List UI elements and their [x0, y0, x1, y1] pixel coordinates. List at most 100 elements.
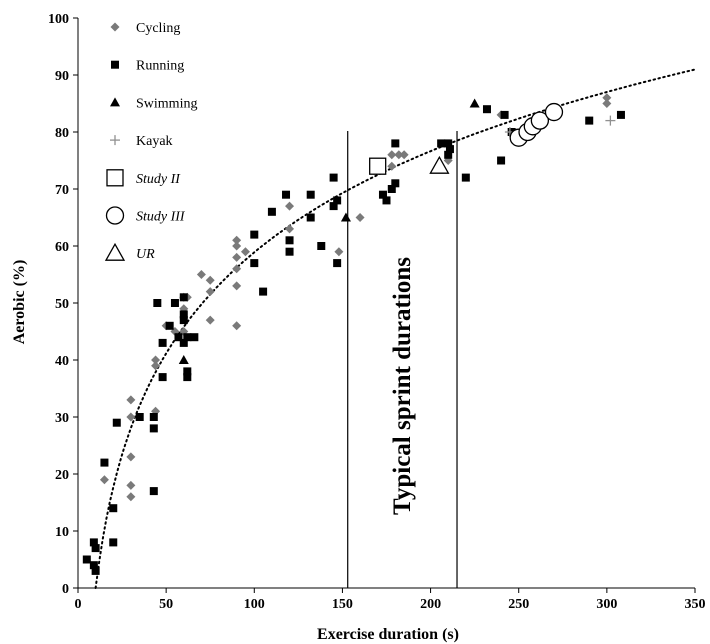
x-tick-label: 200 — [420, 597, 441, 612]
running-point — [616, 110, 625, 119]
running-point — [391, 179, 400, 188]
cycling-point — [394, 150, 404, 160]
y-tick-label: 60 — [55, 240, 69, 255]
swimming-point — [178, 355, 189, 364]
running-point — [497, 156, 506, 165]
cycling-point — [151, 355, 161, 365]
y-tick-label: 20 — [55, 468, 69, 483]
running-point — [165, 321, 174, 330]
running-point — [285, 236, 294, 245]
running-point — [183, 373, 192, 382]
running-point — [444, 150, 453, 159]
cycling-point — [285, 201, 295, 211]
legend-label-kayak: Kayak — [136, 134, 173, 149]
running-point — [482, 105, 491, 114]
x-tick-label: 0 — [75, 597, 82, 612]
running-point — [89, 538, 98, 547]
running-point — [333, 196, 342, 205]
running-point — [112, 418, 121, 427]
cycling-point — [126, 480, 136, 490]
running-point — [89, 561, 98, 570]
running-point — [109, 538, 118, 547]
running-point — [109, 504, 118, 513]
cycling-point — [126, 452, 136, 462]
legend: Cycling Running Swimming Kayak Study II Study… — [104, 21, 197, 262]
cycling-point — [387, 150, 397, 160]
cycling-point — [232, 252, 242, 262]
legend-marker-running — [111, 60, 119, 69]
cycling-point — [205, 275, 215, 285]
cycling-point — [126, 412, 136, 422]
x-tick-label: 300 — [596, 597, 617, 612]
running-point — [183, 367, 192, 376]
legend-marker-study-ii — [106, 169, 124, 187]
cycling-point — [602, 93, 612, 103]
legend-marker-swimming — [110, 97, 120, 107]
running-point — [285, 247, 294, 256]
running-point — [444, 139, 453, 148]
running-point — [333, 259, 342, 268]
running-point — [282, 190, 291, 199]
running-point — [179, 293, 188, 302]
cycling-point — [205, 287, 215, 297]
cycling-point — [232, 281, 242, 291]
x-axis-label: Exercise duration (s) — [317, 626, 459, 643]
x-tick-label: 150 — [332, 597, 353, 612]
study-iii-point — [530, 111, 550, 130]
kayak-point — [605, 115, 616, 126]
running-point — [329, 173, 338, 182]
running-point — [329, 202, 338, 211]
y-tick-label: 90 — [55, 69, 69, 84]
running-point — [500, 110, 509, 119]
data-points — [82, 93, 625, 575]
running-point — [585, 116, 594, 125]
running-point — [183, 333, 192, 342]
legend-label-study-iii: Study III — [136, 210, 186, 225]
running-point — [461, 173, 470, 182]
running-point — [158, 373, 167, 382]
running-point — [179, 310, 188, 319]
running-point — [149, 487, 158, 496]
y-tick-label: 70 — [55, 183, 69, 198]
cycling-point — [151, 361, 161, 371]
running-point — [149, 424, 158, 433]
cycling-point — [196, 270, 206, 279]
y-tick-label: 10 — [55, 525, 69, 540]
y-tick-label: 50 — [55, 297, 69, 312]
cycling-point — [205, 315, 215, 325]
x-tick-label: 50 — [159, 597, 173, 612]
legend-label-swimming: Swimming — [136, 96, 197, 111]
running-point — [179, 338, 188, 347]
sprint-annotation: Typical sprint durations — [389, 257, 416, 515]
legend-marker-ur — [104, 242, 126, 261]
running-point — [250, 230, 259, 239]
cycling-point — [240, 247, 250, 257]
running-point — [174, 333, 183, 342]
y-tick-label: 40 — [55, 354, 69, 369]
legend-label-cycling: Cycling — [136, 21, 180, 36]
cycling-point — [334, 247, 344, 257]
running-point — [153, 299, 162, 307]
running-point — [135, 413, 144, 421]
y-tick-label: 80 — [55, 126, 69, 141]
running-point — [190, 333, 199, 342]
running-point — [259, 287, 268, 296]
running-point — [91, 544, 100, 553]
cycling-point — [232, 241, 242, 251]
tick-labels: 0 50 100 150 200 250 300 350 0 10 20 30 40 50 60 70 80 90… — [48, 12, 706, 612]
running-point — [149, 413, 158, 421]
running-point — [82, 555, 91, 564]
cycling-point — [232, 235, 242, 245]
running-point — [170, 299, 179, 307]
ur-point — [429, 155, 450, 174]
x-tick-label: 350 — [685, 597, 706, 612]
running-point — [387, 185, 396, 193]
sprint-duration-lines — [347, 131, 458, 588]
running-point — [306, 190, 315, 199]
cycling-point — [232, 264, 242, 274]
x-tick-label: 250 — [508, 597, 529, 612]
cycling-point — [399, 150, 409, 160]
legend-marker-cycling — [110, 22, 120, 32]
running-point — [378, 190, 387, 199]
